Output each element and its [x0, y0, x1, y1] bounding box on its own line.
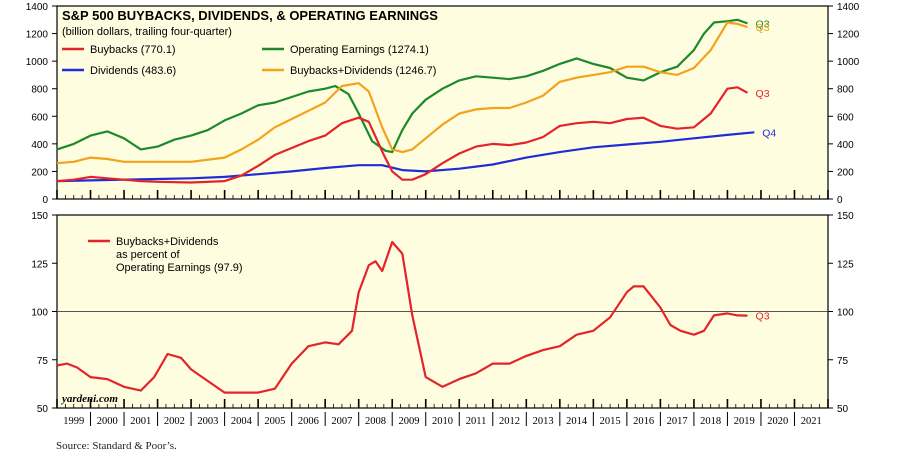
watermark: yardeni.com [60, 393, 118, 405]
top-ytick-label-right: 1200 [837, 30, 860, 41]
bottom-ytick-label-left: 75 [37, 356, 49, 367]
bottom-ytick-label-left: 50 [37, 404, 49, 415]
xtick-label-2011: 2011 [466, 416, 487, 427]
xtick-label-2012: 2012 [499, 416, 520, 427]
bottom-end-label-ratio: Q3 [756, 311, 770, 323]
bottom-ytick-label-right: 50 [837, 404, 849, 415]
top-ytick-label-left: 1000 [26, 57, 49, 68]
xtick-label-2004: 2004 [231, 416, 253, 427]
legend-dividends: Dividends (483.6) [90, 65, 176, 77]
legend-combined: Buybacks+Dividends (1246.7) [290, 65, 436, 77]
xtick-label-2020: 2020 [767, 416, 788, 427]
top-plot-area [56, 5, 829, 200]
xtick-label-2021: 2021 [801, 416, 822, 427]
bottom-ytick-label-right: 75 [837, 356, 849, 367]
top-panel: 0 0 200 200 400 400 600 600 800 800 1000 1000 1200 12… [26, 2, 860, 206]
xtick-label-2014: 2014 [566, 416, 588, 427]
top-ytick-label-right: 800 [837, 85, 854, 96]
xtick-label-2005: 2005 [264, 416, 285, 427]
chart-title: S&P 500 BUYBACKS, DIVIDENDS, & OPERATING… [62, 8, 438, 23]
bottom-ytick-label-right: 150 [837, 211, 854, 222]
legend-ratio-line3: Operating Earnings (97.9) [116, 262, 243, 274]
top-line-earnings [56, 18, 748, 154]
bottom-ytick-label-left: 125 [31, 259, 48, 270]
top-end-label-earnings: Q3 [756, 18, 770, 30]
xtick-label-2016: 2016 [633, 416, 654, 427]
bottom-ytick-label-right: 125 [837, 259, 854, 270]
xtick-label-2015: 2015 [600, 416, 621, 427]
xtick-label-2002: 2002 [164, 416, 185, 427]
top-panel-text: S&P 500 BUYBACKS, DIVIDENDS, & OPERATING… [62, 8, 438, 77]
xtick-label-2017: 2017 [667, 416, 688, 427]
xtick-label-2013: 2013 [533, 416, 554, 427]
top-ytick-label-right: 1000 [837, 57, 860, 68]
top-ytick-label-right: 1400 [837, 2, 860, 13]
legend-ratio-line1: Buybacks+Dividends [116, 236, 219, 248]
xtick-label-2007: 2007 [331, 416, 352, 427]
top-end-label-buybacks: Q3 [756, 88, 770, 100]
chart-subtitle: (billion dollars, trailing four-quarter) [62, 26, 232, 38]
bottom-panel-text: Buybacks+Dividends as percent of Operati… [60, 236, 243, 405]
legend-ratio-line2: as percent of [116, 249, 181, 261]
top-line-combined [56, 21, 748, 165]
top-ytick-label-left: 200 [31, 167, 48, 178]
xtick-label-2006: 2006 [298, 416, 319, 427]
top-ytick-label-right: 0 [837, 195, 843, 206]
xtick-label-2001: 2001 [130, 416, 151, 427]
source-note: Source: Standard & Poor’s. [56, 440, 177, 452]
top-end-label-dividends: Q4 [762, 127, 776, 139]
xtick-label-2003: 2003 [197, 416, 218, 427]
xtick-label-2019: 2019 [734, 416, 755, 427]
bottom-line-ratio [56, 240, 748, 394]
bottom-ytick-label-right: 100 [837, 308, 854, 319]
top-ytick-label-left: 800 [31, 85, 48, 96]
top-ytick-label-left: 400 [31, 140, 48, 151]
xtick-label-2009: 2009 [398, 416, 419, 427]
legend-buybacks: Buybacks (770.1) [90, 44, 176, 56]
top-line-buybacks [56, 86, 749, 184]
top-ytick-label-left: 600 [31, 112, 48, 123]
xtick-label-2000: 2000 [97, 416, 118, 427]
top-ytick-label-left: 1400 [26, 2, 49, 13]
top-line-dividends [56, 131, 755, 183]
top-ytick-label-right: 600 [837, 112, 854, 123]
top-ytick-label-left: 0 [42, 195, 48, 206]
bottom-ytick-label-left: 150 [31, 211, 48, 222]
xtick-label-2018: 2018 [700, 416, 721, 427]
top-ytick-label-left: 1200 [26, 30, 49, 41]
xtick-label-2010: 2010 [432, 416, 453, 427]
legend-earnings: Operating Earnings (1274.1) [290, 44, 429, 56]
top-end-label-combined: Q3 [756, 22, 770, 34]
xtick-label-1999: 1999 [63, 416, 84, 427]
top-ytick-label-right: 200 [837, 167, 854, 178]
bottom-ytick-label-left: 100 [31, 308, 48, 319]
top-ytick-label-right: 400 [837, 140, 854, 151]
bottom-panel: 50 50 75 75 100 100 125 125 150 150 Q3 1999 2000 2001… [31, 211, 854, 427]
xtick-label-2008: 2008 [365, 416, 386, 427]
